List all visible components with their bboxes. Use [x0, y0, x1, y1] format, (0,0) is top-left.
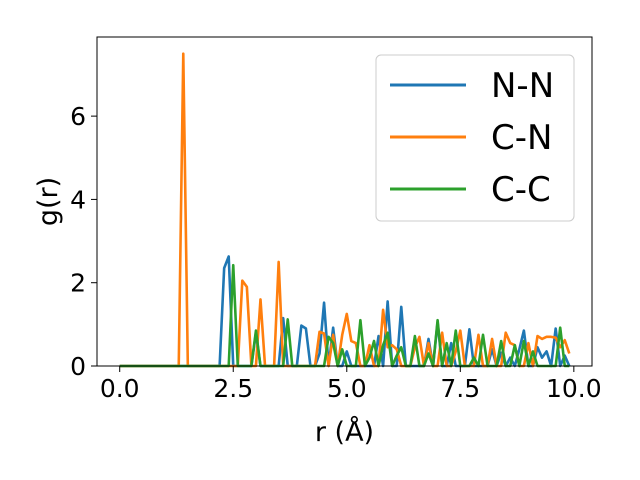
x-tick-label: 2.5	[213, 374, 253, 403]
x-tick-label: 10.0	[546, 374, 602, 403]
legend-box	[375, 54, 575, 222]
x-axis-label: r (Å)	[315, 416, 374, 448]
x-tick-label: 5.0	[327, 374, 367, 403]
x-tick-label: 7.5	[440, 374, 480, 403]
y-tick-label: 2	[70, 269, 86, 298]
y-tick-label: 0	[70, 352, 86, 381]
y-tick-label: 4	[70, 185, 86, 214]
y-tick-label: 6	[70, 102, 86, 131]
legend-label-c-n: C-N	[491, 118, 552, 158]
legend-label-n-n: N-N	[491, 66, 554, 106]
ticks-layer: 0.0 2.5 5.0 7.5 10.0 0 2 4 6	[70, 102, 602, 403]
series-line-c-c	[119, 263, 570, 368]
y-axis-label: g(r)	[33, 177, 64, 226]
x-tick-label: 0.0	[100, 374, 140, 403]
legend: N-N C-N C-C	[375, 54, 575, 222]
legend-label-c-c: C-C	[491, 170, 551, 210]
plot-frame	[96, 36, 593, 367]
